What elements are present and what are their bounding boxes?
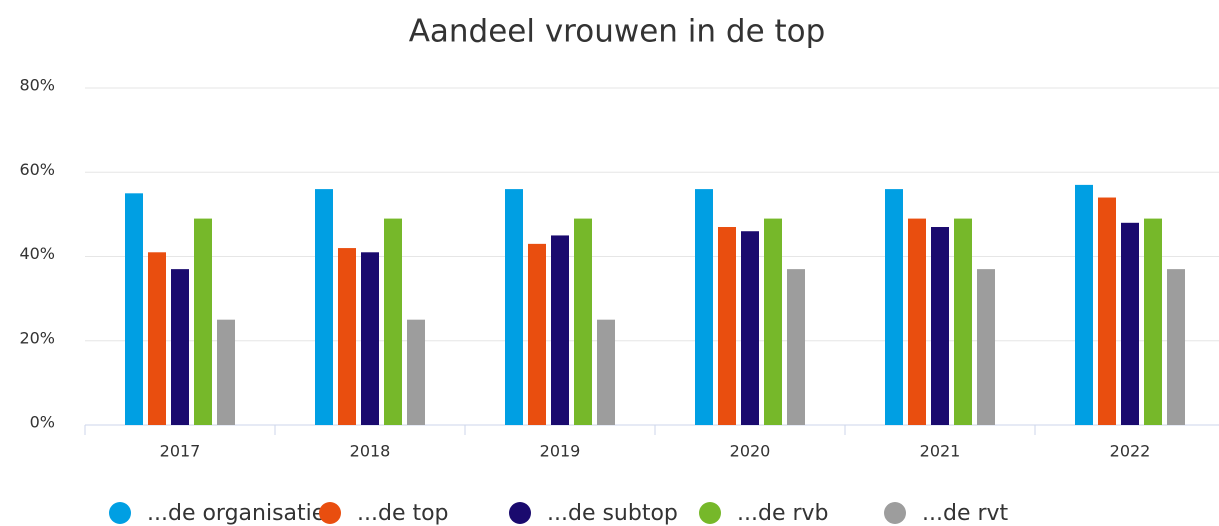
bar	[148, 252, 166, 425]
bar	[931, 227, 949, 425]
bar	[551, 235, 569, 425]
bar	[1144, 218, 1162, 425]
y-tick-label: 0%	[30, 413, 55, 432]
bar	[718, 227, 736, 425]
bar	[171, 269, 189, 425]
legend-label: ...de subtop	[547, 501, 678, 526]
y-tick-label: 80%	[19, 76, 55, 95]
legend-label: ...de rvb	[737, 501, 829, 526]
bar	[885, 189, 903, 425]
bar	[574, 218, 592, 425]
x-tick-label: 2018	[350, 442, 391, 461]
bar	[1167, 269, 1185, 425]
legend-marker	[509, 502, 531, 524]
bar	[954, 218, 972, 425]
bar	[1075, 184, 1093, 425]
bar	[315, 189, 333, 425]
x-tick-label: 2017	[160, 442, 201, 461]
bar	[1121, 222, 1139, 425]
legend-label: ...de rvt	[922, 501, 1009, 526]
bar	[977, 269, 995, 425]
bar	[695, 189, 713, 425]
bar	[407, 319, 425, 425]
legend-marker	[319, 502, 341, 524]
bar	[125, 193, 143, 425]
x-tick-label: 2020	[730, 442, 771, 461]
chart-title: Aandeel vrouwen in de top	[409, 14, 826, 50]
bar	[908, 218, 926, 425]
x-tick-label: 2022	[1110, 442, 1151, 461]
y-tick-label: 60%	[19, 160, 55, 179]
bar	[384, 218, 402, 425]
legend-marker	[699, 502, 721, 524]
legend-label: ...de top	[357, 501, 449, 526]
x-tick-label: 2021	[920, 442, 961, 461]
y-tick-label: 20%	[19, 328, 55, 347]
bar	[194, 218, 212, 425]
x-tick-label: 2019	[540, 442, 581, 461]
bar	[505, 189, 523, 425]
bar	[361, 252, 379, 425]
bar	[217, 319, 235, 425]
y-tick-label: 40%	[19, 244, 55, 263]
bar	[338, 248, 356, 425]
bar	[787, 269, 805, 425]
bar	[528, 243, 546, 425]
bar	[764, 218, 782, 425]
bar	[741, 231, 759, 425]
legend-marker	[109, 502, 131, 524]
legend-label: ...de organisatie	[147, 501, 325, 526]
legend-marker	[884, 502, 906, 524]
bar	[1098, 197, 1116, 425]
bar	[597, 319, 615, 425]
